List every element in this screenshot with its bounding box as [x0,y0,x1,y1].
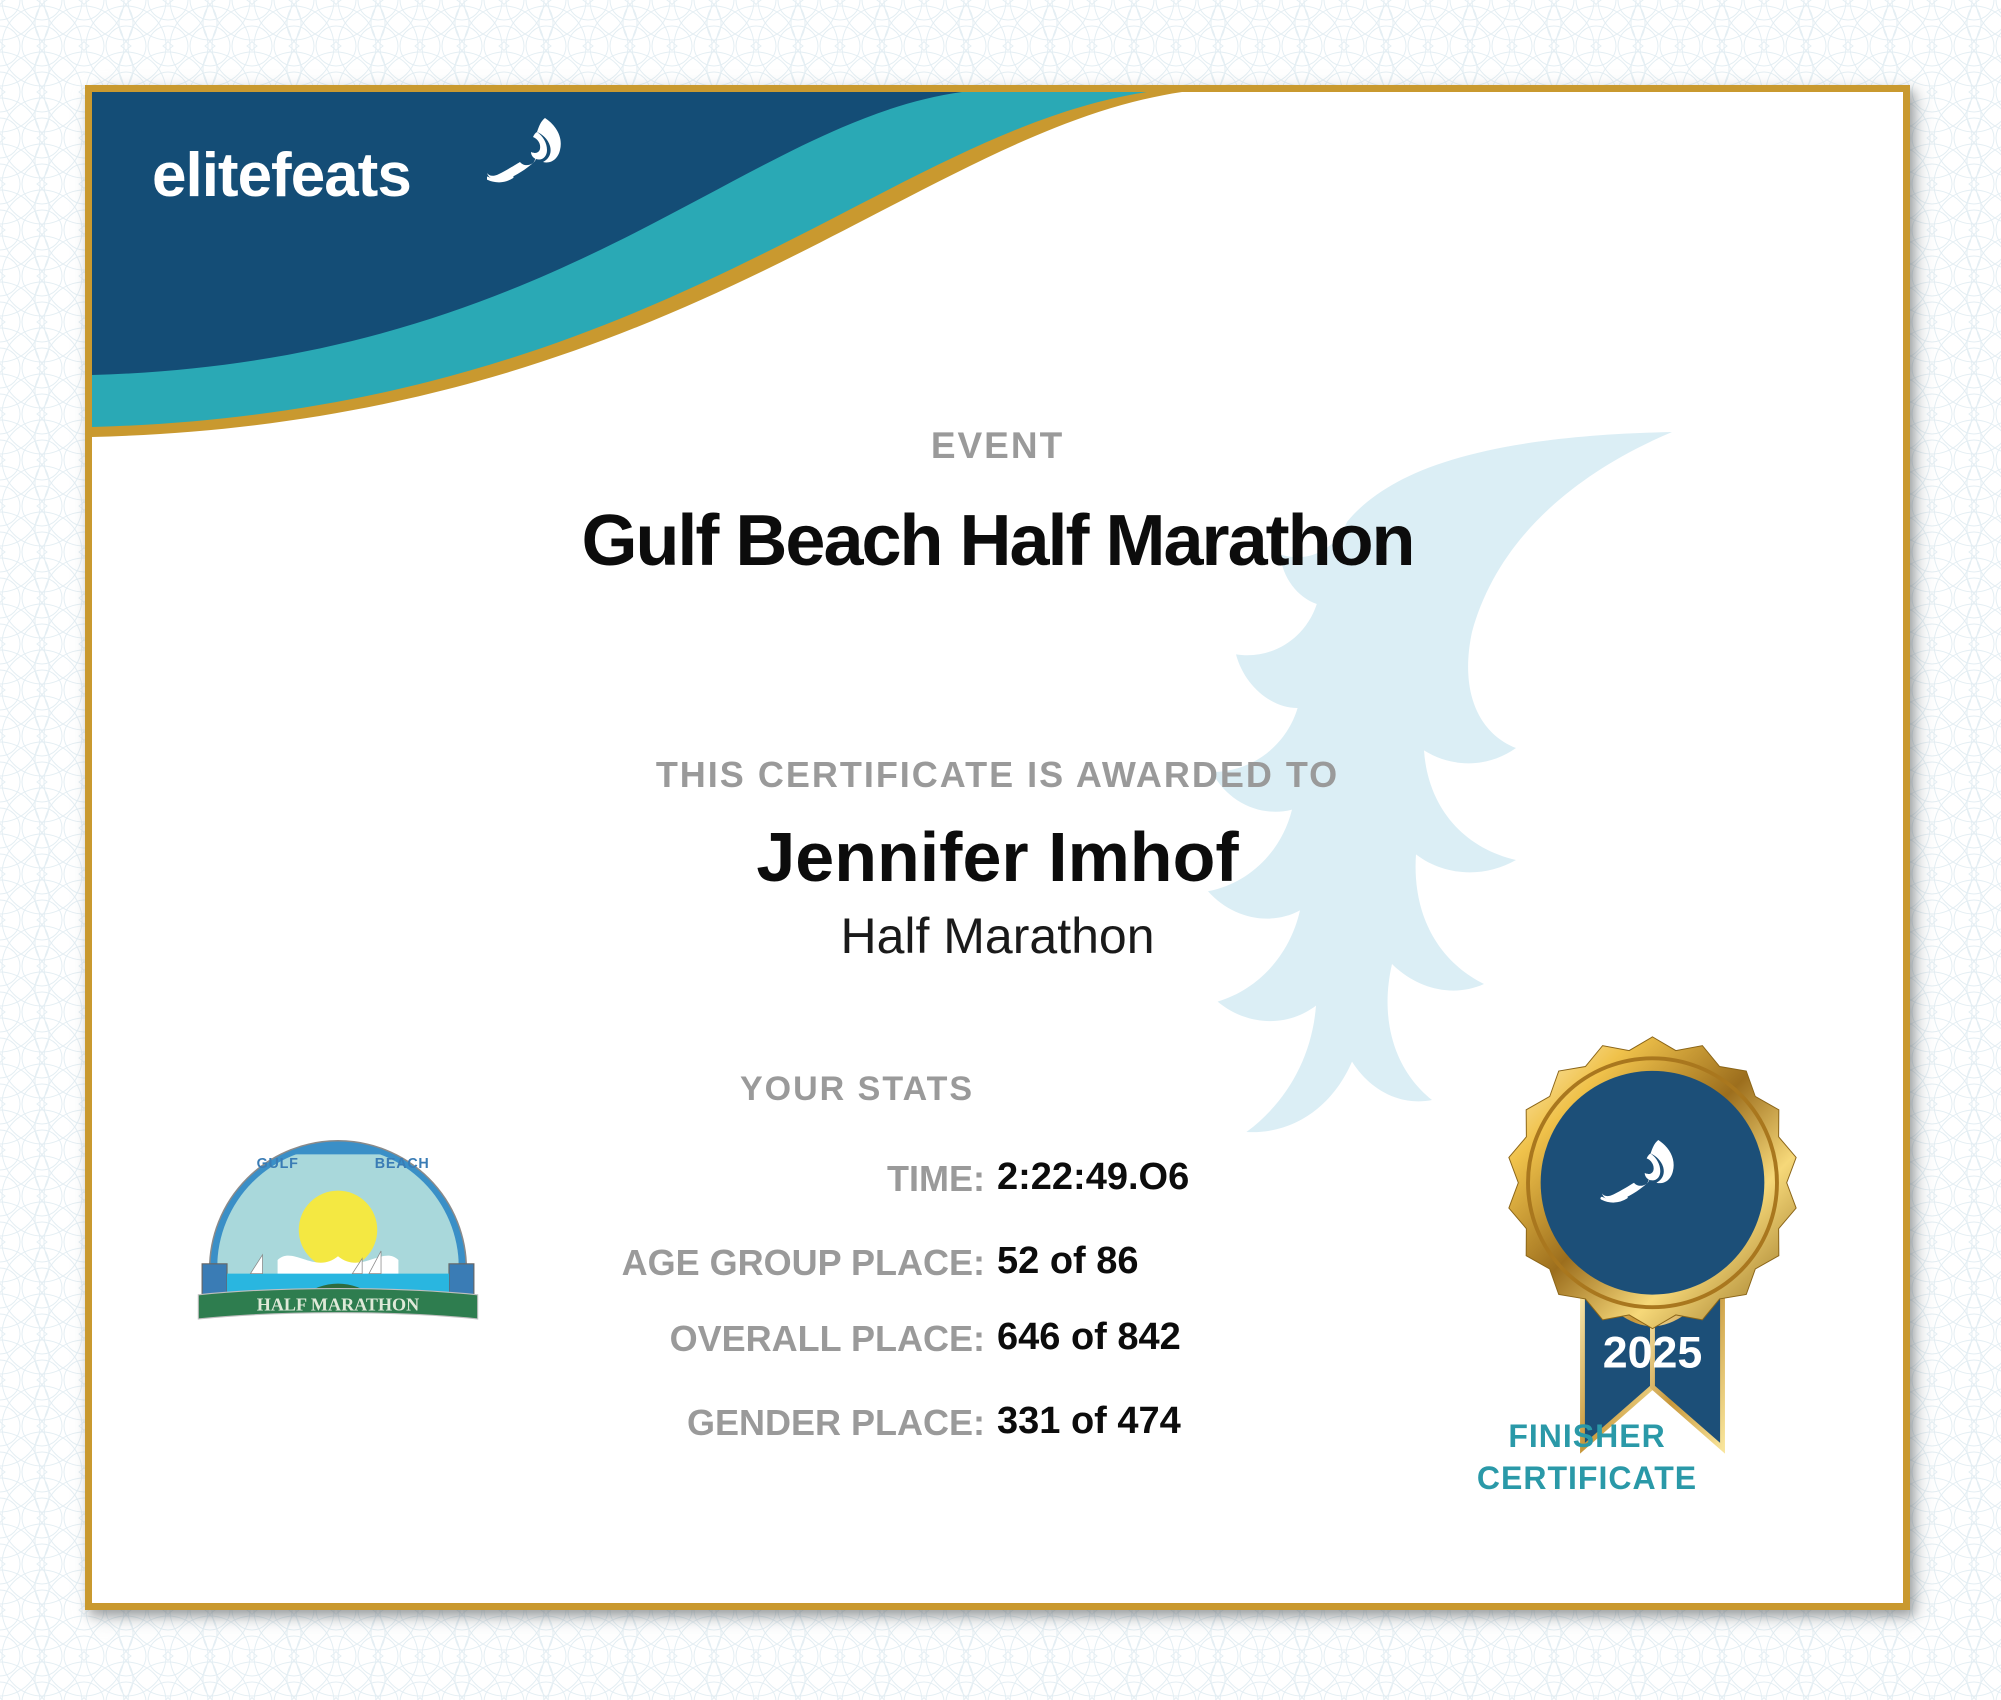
svg-text:2025: 2025 [1603,1329,1702,1378]
svg-text:GULF: GULF [257,1156,299,1172]
svg-text:BEACH: BEACH [375,1156,430,1172]
svg-text:HALF MARATHON: HALF MARATHON [257,1295,419,1315]
